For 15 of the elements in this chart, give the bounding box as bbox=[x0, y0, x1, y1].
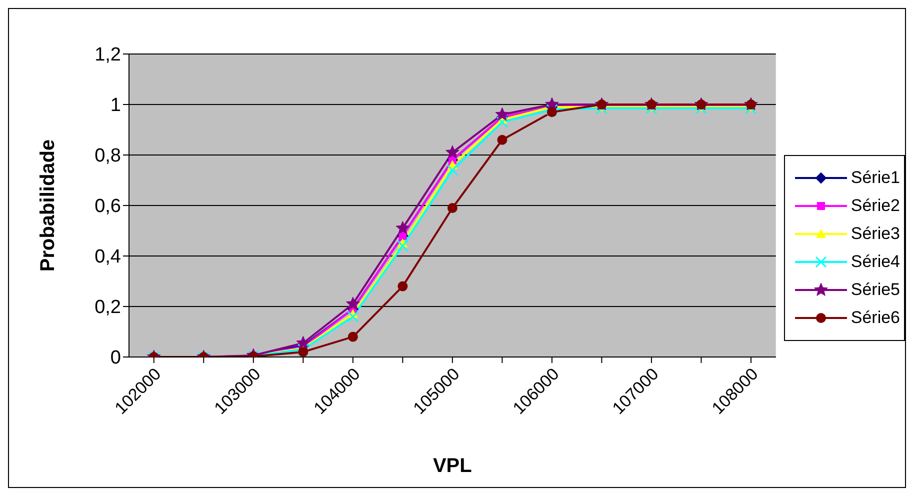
y-axis-title: Probabilidade bbox=[37, 139, 60, 272]
y-tick-label: 0,8 bbox=[94, 146, 121, 167]
legend-label: Série4 bbox=[850, 252, 900, 272]
x-axis-title: VPL bbox=[432, 455, 472, 477]
legend-label: Série3 bbox=[850, 224, 900, 244]
legend-label: Série5 bbox=[850, 280, 900, 300]
y-tick-label: 0,2 bbox=[94, 297, 121, 318]
y-tick-label: 0,6 bbox=[94, 196, 121, 218]
y-tick-label: 0,4 bbox=[94, 246, 122, 268]
y-tick-label: 1,2 bbox=[94, 44, 121, 66]
legend-label: Série6 bbox=[850, 308, 900, 328]
y-tick-label: 1 bbox=[110, 95, 121, 116]
y-tick-label: 0 bbox=[110, 348, 121, 369]
legend-label: Série1 bbox=[850, 168, 900, 188]
legend-label: Série2 bbox=[850, 196, 900, 216]
